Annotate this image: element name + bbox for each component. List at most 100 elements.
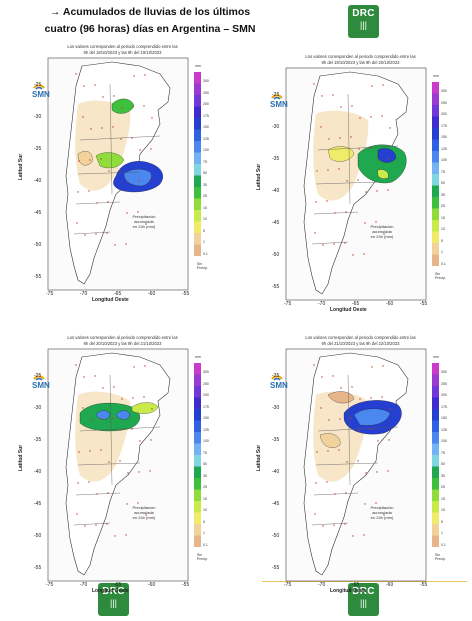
- station-dot: [88, 190, 90, 192]
- x-tick-label: -70: [80, 291, 88, 297]
- station-dot: [364, 222, 366, 224]
- legend-value: 300: [441, 89, 447, 93]
- station-dot: [388, 439, 390, 441]
- station-dot: [132, 106, 134, 108]
- accumulation-label: Precipitación acumulada en 24h (mm): [362, 505, 402, 520]
- legend-value: 175: [441, 123, 447, 128]
- station-dot: [320, 126, 322, 128]
- legend-value: 250: [441, 100, 447, 105]
- legend-value: 1: [441, 531, 443, 535]
- legend-swatch: [194, 72, 201, 84]
- x-axis-title: Longitud Oeste: [92, 297, 129, 303]
- station-dot: [365, 472, 367, 474]
- legend-swatch: [194, 501, 201, 513]
- y-tick-label: -35: [34, 146, 42, 152]
- sun-icon: [33, 84, 45, 90]
- station-dot: [359, 398, 361, 400]
- station-dot: [383, 514, 385, 516]
- title-line-2: cuatro (96 horas) días en Argentina – SM…: [44, 23, 256, 35]
- legend-swatch: [432, 116, 439, 128]
- province-boundary: [311, 522, 349, 526]
- station-dot: [94, 375, 96, 377]
- station-dot: [320, 407, 322, 409]
- legend-value: 1: [203, 531, 205, 535]
- legend-value: 35: [441, 192, 445, 197]
- legend-swatch: [194, 244, 201, 256]
- y-tick-label: -50: [272, 252, 280, 258]
- legend-value: 75: [441, 169, 445, 174]
- station-dot: [125, 243, 127, 245]
- station-dot: [352, 535, 354, 537]
- legend-swatch: [432, 420, 439, 432]
- legend-value: 5: [203, 519, 205, 524]
- station-dot: [370, 397, 372, 399]
- x-tick-label: -60: [148, 291, 156, 297]
- legend-value: 25: [203, 194, 207, 198]
- legend-swatch: [194, 221, 201, 233]
- station-dot: [358, 429, 360, 431]
- y-axis-title: Latitud Sur: [18, 153, 25, 181]
- station-dot: [145, 514, 147, 516]
- sun-icon: [33, 375, 45, 381]
- station-dot: [143, 396, 145, 398]
- y-tick-label: -45: [272, 501, 280, 507]
- map-panel-3: Los valores corresponden al periodo comp…: [18, 335, 225, 594]
- legend-swatch: [194, 478, 201, 490]
- legend-value: 10: [441, 227, 445, 231]
- y-tick-label: -25: [34, 373, 42, 379]
- legend-swatch: [432, 386, 439, 398]
- y-tick-label: -25: [34, 82, 42, 88]
- y-tick-label: -35: [34, 437, 42, 443]
- x-tick-label: -55: [420, 582, 428, 588]
- legend-swatch: [194, 489, 201, 501]
- legend-swatch: [432, 409, 439, 421]
- legend-no-precip: Sin Precip.: [435, 553, 446, 561]
- y-tick-label: -25: [272, 373, 280, 379]
- y-tick-label: -40: [272, 469, 280, 475]
- x-axis-title: Longitud Oeste: [330, 588, 367, 594]
- legend-swatch: [432, 363, 439, 375]
- legend-value: 150: [203, 125, 209, 129]
- station-dot: [83, 85, 85, 87]
- legend-swatch: [194, 432, 201, 444]
- map-panel-1: Los valores corresponden al periodo comp…: [18, 44, 225, 303]
- station-dot: [315, 482, 317, 484]
- station-dot: [350, 136, 352, 138]
- legend-value: 15: [203, 205, 207, 210]
- legend-value: 50: [203, 462, 207, 466]
- x-tick-label: -70: [318, 301, 326, 307]
- station-dot: [316, 451, 318, 453]
- legend-value: 0.1: [203, 251, 208, 256]
- sun-icon: [271, 94, 283, 100]
- station-dot: [369, 428, 371, 430]
- station-dot: [314, 513, 316, 515]
- station-dot: [328, 138, 330, 140]
- station-dot: [126, 212, 128, 214]
- legend-swatch: [194, 363, 201, 375]
- station-dot: [77, 482, 79, 484]
- station-dot: [383, 233, 385, 235]
- station-dot: [350, 417, 352, 419]
- legend-swatch: [194, 397, 201, 409]
- legend-swatch: [194, 233, 201, 245]
- legend-swatch: [432, 374, 439, 386]
- legend-swatch: [432, 151, 439, 163]
- legend-swatch: [432, 489, 439, 501]
- legend-value: 75: [441, 450, 445, 455]
- legend-swatch: [432, 455, 439, 467]
- station-dot: [125, 534, 127, 536]
- legend-swatch: [432, 82, 439, 94]
- map-caption-line-1: Los valores corresponden al periodo comp…: [67, 335, 178, 340]
- station-dot: [149, 179, 151, 181]
- precipitation-map: [285, 67, 439, 301]
- station-dot: [389, 408, 391, 410]
- station-dot: [144, 365, 146, 367]
- legend-value: 100: [441, 439, 447, 443]
- legend-value: 250: [203, 381, 209, 386]
- station-dot: [381, 396, 383, 398]
- smn-logo: SMN: [28, 371, 58, 391]
- x-tick-label: -65: [352, 301, 360, 307]
- station-dot: [338, 168, 340, 170]
- accumulation-label: Precipitación acumulada en 24h (mm): [124, 505, 164, 520]
- station-dot: [127, 181, 129, 183]
